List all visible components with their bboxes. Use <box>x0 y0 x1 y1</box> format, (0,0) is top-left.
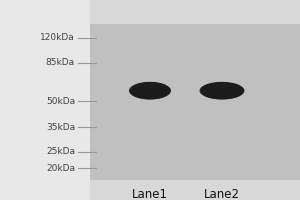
Ellipse shape <box>203 83 241 98</box>
Ellipse shape <box>140 85 160 96</box>
Ellipse shape <box>202 83 242 99</box>
Ellipse shape <box>205 83 239 98</box>
Ellipse shape <box>210 85 234 96</box>
Ellipse shape <box>205 84 239 98</box>
Ellipse shape <box>131 83 169 99</box>
Ellipse shape <box>130 82 170 99</box>
Ellipse shape <box>204 83 240 98</box>
Ellipse shape <box>212 86 232 96</box>
Ellipse shape <box>208 84 236 97</box>
Text: 25kDa: 25kDa <box>46 147 75 156</box>
Bar <box>90 24 300 180</box>
Ellipse shape <box>133 83 167 98</box>
Ellipse shape <box>141 86 159 96</box>
Bar <box>0 0 90 200</box>
Ellipse shape <box>142 86 158 95</box>
Text: 35kDa: 35kDa <box>46 123 75 132</box>
Ellipse shape <box>139 85 161 96</box>
Ellipse shape <box>207 84 237 97</box>
Ellipse shape <box>208 85 236 97</box>
Ellipse shape <box>134 83 166 98</box>
Ellipse shape <box>132 83 168 99</box>
Ellipse shape <box>206 84 238 98</box>
Ellipse shape <box>135 84 165 98</box>
Ellipse shape <box>200 82 244 99</box>
Ellipse shape <box>209 85 235 97</box>
Ellipse shape <box>202 83 242 99</box>
Ellipse shape <box>211 85 233 96</box>
Ellipse shape <box>132 83 168 98</box>
Ellipse shape <box>134 84 166 98</box>
Ellipse shape <box>138 85 162 97</box>
Ellipse shape <box>137 85 163 97</box>
Ellipse shape <box>130 82 170 99</box>
Text: 120kDa: 120kDa <box>40 33 75 42</box>
Text: 85kDa: 85kDa <box>46 58 75 67</box>
Text: Lane1: Lane1 <box>132 188 168 200</box>
Ellipse shape <box>129 82 171 100</box>
Ellipse shape <box>141 86 159 96</box>
Ellipse shape <box>136 84 164 97</box>
Ellipse shape <box>136 84 164 97</box>
Ellipse shape <box>201 82 243 99</box>
Text: 20kDa: 20kDa <box>46 164 75 173</box>
Ellipse shape <box>213 86 231 96</box>
Ellipse shape <box>139 85 161 96</box>
Ellipse shape <box>213 86 231 95</box>
Text: Lane2: Lane2 <box>204 188 240 200</box>
Ellipse shape <box>200 82 244 100</box>
Ellipse shape <box>211 85 233 96</box>
Text: 50kDa: 50kDa <box>46 97 75 106</box>
